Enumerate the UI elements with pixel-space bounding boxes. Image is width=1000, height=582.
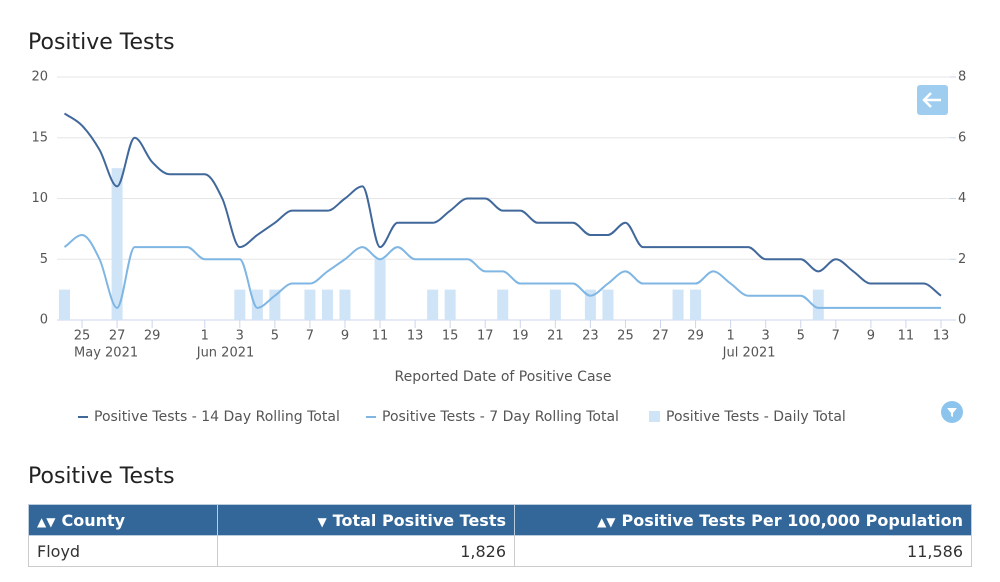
x-tick-label: 27 (109, 329, 126, 344)
bar (549, 289, 561, 320)
cell: Floyd (28, 535, 218, 567)
bar (304, 289, 316, 320)
bar (812, 289, 824, 320)
x-tick-label: 23 (582, 329, 599, 344)
x-tick-label: 27 (652, 329, 669, 344)
legend-item[interactable]: Positive Tests - 14 Day Rolling Total (78, 409, 340, 425)
header-row: ▲▼ County ▼ Total Positive Tests ▲▼ Positiv… (28, 504, 972, 536)
x-axis-title: Reported Date of Positive Case (395, 369, 612, 385)
bar (59, 289, 70, 320)
chart-title: Positive Tests (28, 30, 175, 55)
table-title: Positive Tests (28, 464, 175, 489)
bar (374, 259, 386, 320)
x-tick-label: 29 (687, 329, 704, 344)
sort-icon[interactable]: ▲▼ (597, 514, 616, 529)
x-tick-label: 7 (306, 329, 314, 344)
cell: 11,586 (514, 535, 972, 567)
filter-button[interactable] (941, 401, 963, 423)
x-month-label: Jul 2021 (722, 346, 776, 361)
bar (321, 289, 333, 320)
x-tick-label: 9 (341, 329, 349, 344)
column-label[interactable]: Positive Tests Per 100,000 Population (621, 510, 963, 530)
y2-tick-label: 2 (958, 252, 966, 267)
y2-tick-label: 6 (958, 130, 966, 145)
sort-icon[interactable]: ▼ (317, 514, 327, 529)
sort-icon[interactable]: ▲▼ (37, 514, 56, 529)
legend-item[interactable]: Positive Tests - 7 Day Rolling Total (366, 409, 619, 425)
bar (584, 289, 596, 320)
y-tick-label: 0 (40, 313, 48, 328)
x-tick-label: 3 (762, 329, 770, 344)
y2-tick-label: 0 (958, 313, 966, 328)
x-tick-label: 29 (144, 329, 161, 344)
x-tick-label: 1 (201, 329, 209, 344)
bar (672, 289, 684, 320)
bar (427, 289, 439, 320)
x-tick-label: 11 (898, 329, 915, 344)
bar (234, 289, 246, 320)
column-label[interactable]: Total Positive Tests (332, 510, 506, 530)
x-tick-label: 11 (372, 329, 389, 344)
bar (269, 289, 281, 320)
x-tick-label: 5 (271, 329, 279, 344)
bar (111, 168, 123, 320)
chart: Reported Date of Positive Case 051015200… (31, 70, 966, 426)
bar (602, 289, 614, 320)
x-tick-label: 17 (477, 329, 494, 344)
cell: 1,826 (217, 535, 515, 567)
x-tick-label: 25 (74, 329, 91, 344)
back-button[interactable] (917, 85, 948, 115)
x-tick-label: 5 (797, 329, 805, 344)
x-tick-label: 25 (617, 329, 634, 344)
data-table: ▲▼ County ▼ Total Positive Tests ▲▼ Positiv… (28, 504, 972, 567)
x-tick-label: 1 (726, 329, 734, 344)
legend-label: Positive Tests - 7 Day Rolling Total (382, 409, 619, 425)
x-tick-label: 3 (236, 329, 244, 344)
bar (497, 289, 509, 320)
y-tick-label: 5 (40, 252, 48, 267)
legend-label: Positive Tests - Daily Total (666, 409, 846, 425)
x-tick-label: 13 (407, 329, 424, 344)
line (63, 233, 941, 309)
column-header[interactable]: ▲▼ Positive Tests Per 100,000 Population (514, 504, 972, 536)
column-label[interactable]: County (61, 510, 126, 530)
legend-symbol (649, 411, 660, 422)
x-month-label: May 2021 (74, 346, 138, 361)
y-tick-label: 10 (31, 191, 48, 206)
x-tick-label: 9 (867, 329, 875, 344)
x-tick-label: 7 (832, 329, 840, 344)
x-tick-label: 21 (547, 329, 564, 344)
table-row: Floyd 1,826 11,586 (28, 535, 972, 567)
bar (690, 289, 702, 320)
bar (444, 289, 456, 320)
line (63, 112, 942, 297)
x-tick-label: 13 (933, 329, 950, 344)
y2-tick-label: 8 (958, 70, 966, 85)
y2-tick-label: 4 (958, 191, 966, 206)
back-arrow[interactable] (922, 92, 941, 108)
bar (339, 289, 351, 320)
bar (251, 289, 263, 320)
legend-label: Positive Tests - 14 Day Rolling Total (94, 409, 340, 425)
legend-item[interactable]: Positive Tests - Daily Total (649, 409, 846, 425)
y-tick-label: 15 (31, 130, 48, 145)
x-tick-label: 19 (512, 329, 529, 344)
column-header[interactable]: ▲▼ County (28, 504, 218, 536)
column-header[interactable]: ▼ Total Positive Tests (217, 504, 515, 536)
filter-icon[interactable] (947, 408, 957, 417)
x-month-label: Jun 2021 (196, 346, 255, 361)
y-tick-label: 20 (31, 70, 48, 85)
x-tick-label: 15 (442, 329, 459, 344)
